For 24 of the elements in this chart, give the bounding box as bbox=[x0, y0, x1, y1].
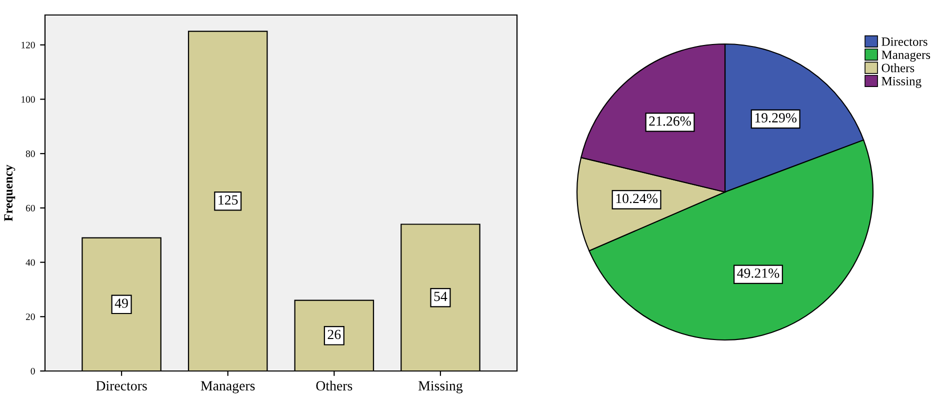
x-tick-label: Managers bbox=[200, 381, 255, 394]
legend-label: Directors bbox=[882, 37, 928, 46]
y-axis-title: Frequency bbox=[4, 164, 16, 222]
data-label: 10.24% bbox=[616, 194, 658, 204]
data-label: 49 bbox=[114, 298, 128, 308]
y-tick-label: 20 bbox=[26, 314, 35, 320]
y-tick-label: 40 bbox=[26, 259, 35, 266]
data-label: 125 bbox=[218, 195, 238, 205]
legend-label: Missing bbox=[882, 76, 922, 88]
data-label: 54 bbox=[434, 292, 448, 302]
legend-label: Others bbox=[882, 63, 914, 72]
data-label: 19.29% bbox=[755, 113, 797, 123]
legend-label: Managers bbox=[882, 50, 930, 62]
y-tick-label: 60 bbox=[26, 204, 35, 212]
y-tick-label: 100 bbox=[22, 96, 35, 103]
data-label: 26 bbox=[328, 330, 341, 340]
data-label: 21.26% bbox=[649, 116, 691, 126]
y-tick-label: 80 bbox=[26, 150, 35, 158]
x-tick-label: Directors bbox=[96, 381, 147, 390]
data-label: 49.21% bbox=[737, 268, 780, 278]
x-tick-label: Missing bbox=[418, 381, 463, 394]
x-tick-label: Others bbox=[316, 380, 352, 390]
y-tick-label: 0 bbox=[30, 368, 35, 374]
y-tick-label: 120 bbox=[22, 42, 35, 48]
